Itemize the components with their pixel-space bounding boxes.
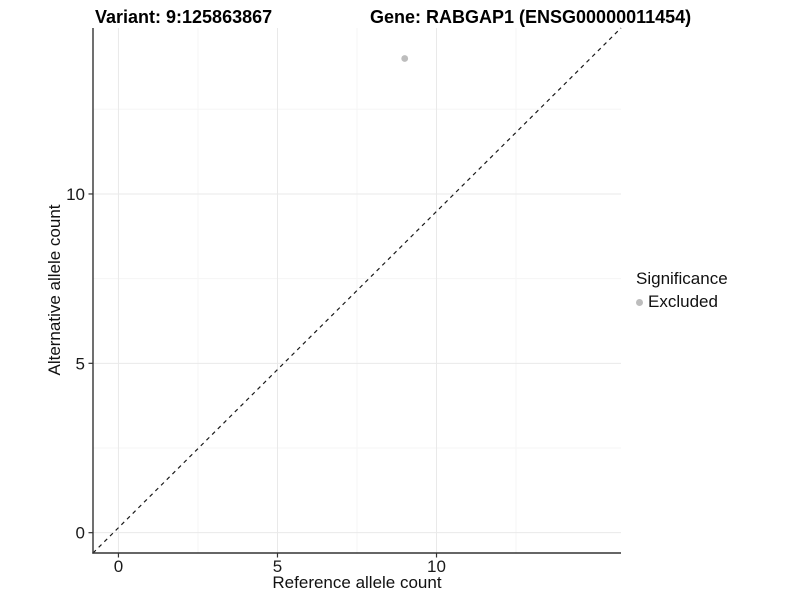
plot-title-variant: Variant: 9:125863867 bbox=[95, 7, 273, 27]
y-tick-label: 5 bbox=[76, 354, 85, 373]
legend: Significance Excluded bbox=[636, 269, 728, 312]
x-axis-title: Reference allele count bbox=[272, 573, 442, 592]
plot-title-gene: Gene: RABGAP1 (ENSG00000011454) bbox=[370, 7, 692, 27]
legend-item-label: Excluded bbox=[648, 292, 718, 311]
y-tick-label: 0 bbox=[76, 524, 85, 543]
y-axis-title: Alternative allele count bbox=[45, 204, 64, 376]
legend-item-excluded: Excluded bbox=[636, 292, 728, 312]
legend-title: Significance bbox=[636, 269, 728, 288]
x-tick-label: 10 bbox=[427, 557, 446, 576]
x-tick-label: 0 bbox=[114, 557, 123, 576]
excluded-point-icon bbox=[636, 298, 643, 306]
data-point bbox=[401, 55, 409, 62]
x-tick-label: 5 bbox=[273, 557, 282, 576]
y-tick-label: 10 bbox=[66, 185, 85, 204]
